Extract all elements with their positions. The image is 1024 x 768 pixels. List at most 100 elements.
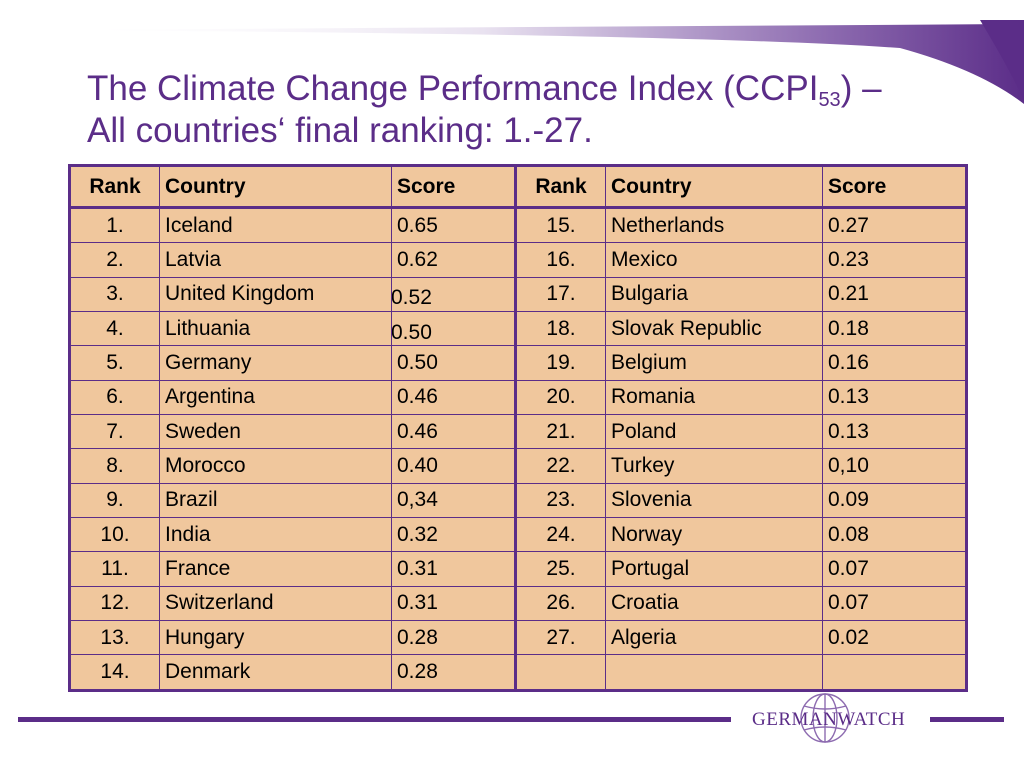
cell-score-left: 0.31 xyxy=(391,551,517,587)
cell-country-left: Morocco xyxy=(159,448,392,484)
table-row: 12. Switzerland 0.31 26. Croatia 0.07 xyxy=(69,585,967,622)
table-row: 14. Denmark 0.28 xyxy=(69,654,967,691)
title-line2: All countries‘ final ranking: 1.-27. xyxy=(87,111,593,150)
cell-rank-left: 7. xyxy=(69,414,160,450)
cell-score-right: 0.27 xyxy=(822,206,967,244)
cell-text: 0.65 xyxy=(397,213,438,237)
title-line1-prefix: The Climate Change Performance Index (CC… xyxy=(87,69,819,108)
cell-score-right xyxy=(822,654,967,691)
cell-score-right: 0,10 xyxy=(822,448,967,484)
cell-rank-left: 1. xyxy=(69,206,160,244)
cell-country-right: Netherlands xyxy=(605,206,823,244)
cell-text: 0.23 xyxy=(828,248,869,272)
cell-text: 0.07 xyxy=(828,557,869,581)
cell-score-left: 0.32 xyxy=(391,517,517,553)
cell-rank-left: 10. xyxy=(69,517,160,553)
cell-text: Slovak Republic xyxy=(611,316,762,340)
cell-rank-left: 5. xyxy=(69,345,160,381)
cell-text: 0,34 xyxy=(397,488,438,512)
cell-text: 0.13 xyxy=(828,385,869,409)
cell-text: Morocco xyxy=(165,454,246,478)
table-row: 1. Iceland 0.65 15. Netherlands 0.27 xyxy=(69,206,967,244)
cell-text: 0.31 xyxy=(397,591,438,615)
table-row: 13. Hungary 0.28 27. Algeria 0.02 xyxy=(69,620,967,656)
cell-text: 16. xyxy=(546,248,576,272)
cell-text: 5. xyxy=(106,351,124,375)
cell-text: 0.62 xyxy=(397,248,438,272)
cell-text: 0.21 xyxy=(828,282,869,306)
cell-text: 23. xyxy=(546,488,576,512)
cell-country-right: Portugal xyxy=(605,551,823,587)
cell-text: Sweden xyxy=(165,419,241,443)
cell-text: Lithuania xyxy=(165,316,251,340)
slide-title: The Climate Change Performance Index (CC… xyxy=(87,68,987,152)
cell-country-right: Turkey xyxy=(605,448,823,484)
cell-country-right: Mexico xyxy=(605,242,823,278)
cell-text: 3. xyxy=(106,282,124,306)
cell-text: 20. xyxy=(546,385,576,409)
cell-rank-left: 6. xyxy=(69,379,160,416)
cell-score-left: 0.50 xyxy=(391,311,517,347)
cell-text: 0.46 xyxy=(397,385,438,409)
cell-rank-right: 23. xyxy=(515,482,606,519)
cell-text: 0.50 xyxy=(391,320,432,344)
cell-country-right: Algeria xyxy=(605,620,823,656)
table-row: 3. United Kingdom 0.52 17. Bulgaria 0.21 xyxy=(69,276,967,313)
cell-score-left: 0.28 xyxy=(391,654,517,691)
cell-country-right: Slovak Republic xyxy=(605,311,823,347)
cell-rank-left: 8. xyxy=(69,448,160,484)
cell-country-left: Hungary xyxy=(159,620,392,656)
cell-country-left: Iceland xyxy=(159,206,392,244)
cell-text: United Kingdom xyxy=(165,282,315,306)
cell-text: 0.02 xyxy=(828,625,869,649)
cell-text: Portugal xyxy=(611,557,690,581)
table-row: 6. Argentina 0.46 20. Romania 0.13 xyxy=(69,379,967,416)
cell-score-right: 0.23 xyxy=(822,242,967,278)
cell-text: Iceland xyxy=(165,213,233,237)
cell-text: 0.07 xyxy=(828,591,869,615)
cell-rank-left: 13. xyxy=(69,620,160,656)
cell-country-right xyxy=(605,654,823,691)
cell-text: 14. xyxy=(100,660,130,684)
cell-rank-right: 22. xyxy=(515,448,606,484)
cell-text: 7. xyxy=(106,419,124,443)
table-row: 4. Lithuania 0.50 18. Slovak Republic 0.18 xyxy=(69,311,967,347)
cell-text: India xyxy=(165,522,211,546)
title-subscript: 53 xyxy=(818,89,841,111)
cell-score-right: 0.18 xyxy=(822,311,967,347)
cell-score-left: 0.62 xyxy=(391,242,517,278)
cell-text: 1. xyxy=(106,213,124,237)
cell-text: 12. xyxy=(100,591,130,615)
globe-icon xyxy=(800,693,850,743)
cell-text: Mexico xyxy=(611,248,678,272)
cell-text: 0.18 xyxy=(828,316,869,340)
cell-text: Bulgaria xyxy=(611,282,689,306)
cell-country-left: France xyxy=(159,551,392,587)
cell-score-left: 0.31 xyxy=(391,585,517,622)
cell-rank-right: 25. xyxy=(515,551,606,587)
cell-text: France xyxy=(165,557,231,581)
cell-text: 24. xyxy=(546,522,576,546)
cell-score-right: 0.08 xyxy=(822,517,967,553)
cell-text: Romania xyxy=(611,385,696,409)
cell-score-left: 0.50 xyxy=(391,345,517,381)
cell-text: 0.46 xyxy=(397,419,438,443)
header-rank-right: Rank xyxy=(515,165,606,208)
cell-score-right: 0.13 xyxy=(822,414,967,450)
cell-country-left: Brazil xyxy=(159,482,392,519)
cell-score-left: 0.46 xyxy=(391,414,517,450)
cell-score-right: 0.16 xyxy=(822,345,967,381)
germanwatch-logo-text: GERMANWATCH xyxy=(752,709,906,730)
cell-score-right: 0.13 xyxy=(822,379,967,416)
cell-score-right: 0.07 xyxy=(822,551,967,587)
cell-text: 4. xyxy=(106,316,124,340)
cell-country-right: Slovenia xyxy=(605,482,823,519)
table-row: 10. India 0.32 24. Norway 0.08 xyxy=(69,517,967,553)
cell-country-left: Sweden xyxy=(159,414,392,450)
cell-score-right: 0.07 xyxy=(822,585,967,622)
cell-rank-right: 27. xyxy=(515,620,606,656)
cell-text: Denmark xyxy=(165,660,251,684)
cell-rank-right: 17. xyxy=(515,276,606,313)
cell-country-left: Argentina xyxy=(159,379,392,416)
footer-rule-left xyxy=(18,717,731,722)
